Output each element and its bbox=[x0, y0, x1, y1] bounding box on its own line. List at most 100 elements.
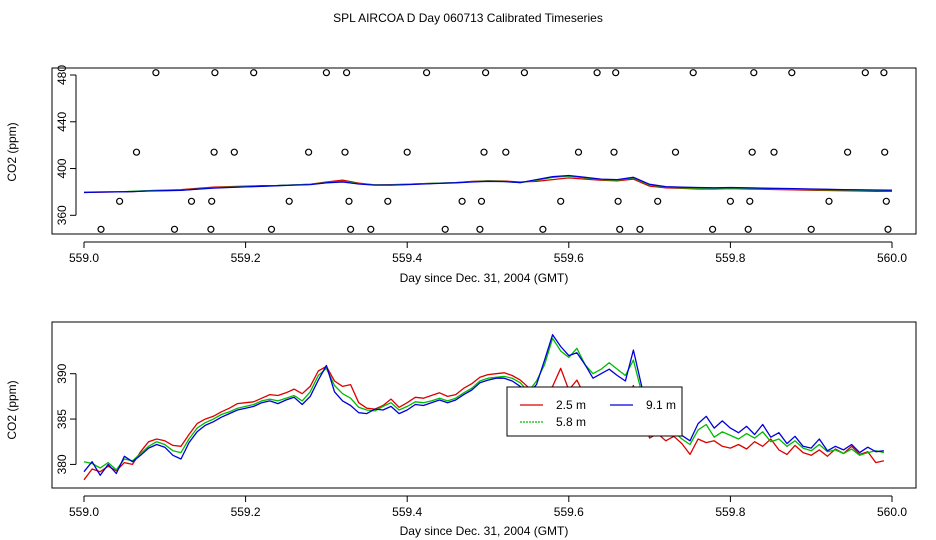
p1-data-point bbox=[750, 69, 758, 77]
bottom-x-axis: 559.0 559.2 559.4 559.6 559.8 560.0 bbox=[69, 495, 907, 519]
bottom-panel: 559.0 559.2 559.4 559.6 559.8 560.0 380 385 390… bbox=[5, 321, 917, 538]
p1-data-point bbox=[612, 69, 620, 77]
p1-data-point bbox=[341, 148, 349, 156]
p1-data-point bbox=[807, 225, 815, 233]
bottom-plot-frame bbox=[51, 321, 917, 489]
p1-y-tick-label: 400 bbox=[55, 158, 69, 178]
p1-data-point bbox=[285, 197, 293, 205]
p1-x-tick-label: 559.8 bbox=[715, 251, 745, 265]
p1-data-point bbox=[423, 69, 431, 77]
p1-data-point bbox=[343, 69, 351, 77]
p1-data-point bbox=[825, 197, 833, 205]
p1-data-point bbox=[861, 69, 869, 77]
p1-data-point bbox=[152, 69, 160, 77]
p1-data-point bbox=[843, 148, 852, 156]
p1-y-tick-label: 440 bbox=[55, 111, 69, 131]
p1-data-point bbox=[305, 148, 313, 156]
p1-data-point bbox=[744, 225, 752, 233]
p1-data-point bbox=[881, 148, 889, 156]
bottom-y-axis-label: CO2 (ppm) bbox=[5, 380, 19, 439]
top-x-axis: 559.0 559.2 559.4 559.6 559.8 560.0 bbox=[69, 241, 907, 265]
p2-y-tick-label: 390 bbox=[55, 363, 69, 383]
top-panel: 559.0 559.2 559.4 559.6 559.8 560.0 360 400 440… bbox=[5, 65, 917, 285]
p1-data-point bbox=[746, 197, 754, 205]
p1-data-point bbox=[170, 225, 179, 233]
top-y-axis: 360 400 440 480 bbox=[55, 65, 77, 225]
p1-y-tick-label: 360 bbox=[55, 205, 69, 225]
p1-data-point bbox=[477, 197, 486, 205]
p1-data-point bbox=[616, 225, 624, 233]
p1-data-point bbox=[367, 225, 375, 233]
p1-data-point bbox=[880, 69, 888, 77]
p1-data-point bbox=[689, 69, 697, 77]
p1-data-point bbox=[250, 69, 258, 77]
p1-x-tick-label: 559.4 bbox=[392, 251, 422, 265]
p1-data-point bbox=[230, 148, 238, 156]
p1-series-2-5m bbox=[83, 177, 892, 194]
p1-data-point bbox=[788, 69, 796, 77]
p1-x-tick-label: 559.0 bbox=[69, 251, 99, 265]
p1-data-point bbox=[115, 197, 124, 205]
p2-x-tick-label: 560.0 bbox=[877, 505, 907, 519]
p1-series-9-1m bbox=[83, 174, 893, 194]
p1-x-tick-label: 560.0 bbox=[877, 251, 907, 265]
p2-y-tick-label: 385 bbox=[55, 409, 69, 429]
p1-data-point bbox=[884, 225, 892, 233]
p1-data-point bbox=[132, 148, 141, 156]
legend-box bbox=[506, 386, 683, 437]
p1-data-point bbox=[539, 225, 547, 233]
p1-data-point bbox=[441, 225, 449, 233]
bottom-y-axis: 380 385 390 bbox=[55, 363, 77, 474]
legend: 2.5 m 9.1 m 5.8 m bbox=[506, 386, 683, 437]
p1-data-point bbox=[726, 197, 735, 205]
figure-title: SPL AIRCOA D Day 060713 Calibrated Times… bbox=[333, 11, 603, 25]
p1-data-point bbox=[502, 148, 510, 156]
p1-data-point bbox=[345, 197, 353, 205]
p1-data-point bbox=[708, 225, 717, 233]
p1-data-point bbox=[322, 69, 330, 77]
bottom-series-lines bbox=[83, 334, 885, 481]
legend-label-9-1m: 9.1 m bbox=[646, 398, 676, 412]
p1-data-point bbox=[187, 197, 196, 205]
p2-series-9-1m bbox=[83, 334, 884, 476]
p1-data-point bbox=[482, 69, 490, 77]
p2-x-tick-label: 559.0 bbox=[69, 505, 99, 519]
bottom-x-axis-label: Day since Dec. 31, 2004 (GMT) bbox=[400, 524, 569, 538]
p2-x-tick-label: 559.4 bbox=[392, 505, 422, 519]
legend-label-5-8m: 5.8 m bbox=[556, 415, 586, 429]
p2-series-5-8m bbox=[83, 337, 885, 471]
p2-x-tick-label: 559.2 bbox=[231, 505, 261, 519]
p1-data-point bbox=[403, 148, 411, 156]
p1-data-point bbox=[208, 197, 216, 205]
p1-data-point bbox=[610, 148, 618, 156]
p1-data-point bbox=[384, 197, 392, 205]
top-series-lines bbox=[83, 174, 893, 194]
p2-series-2-5m bbox=[83, 365, 885, 481]
p1-data-point bbox=[636, 225, 644, 233]
p1-data-point bbox=[458, 197, 466, 205]
p2-x-tick-label: 559.6 bbox=[554, 505, 584, 519]
p2-y-tick-label: 380 bbox=[55, 454, 69, 474]
p1-data-point bbox=[476, 225, 484, 233]
top-plot-frame bbox=[51, 67, 917, 235]
p1-data-point bbox=[882, 197, 890, 205]
p1-data-point bbox=[614, 197, 622, 205]
p1-data-point bbox=[207, 225, 215, 233]
p1-data-point bbox=[480, 148, 488, 156]
p1-x-tick-label: 559.6 bbox=[554, 251, 584, 265]
p1-y-tick-label: 480 bbox=[55, 65, 69, 85]
p1-data-point bbox=[347, 225, 355, 233]
p2-x-tick-label: 559.8 bbox=[715, 505, 745, 519]
p1-data-point bbox=[210, 148, 218, 156]
p1-data-point bbox=[654, 197, 662, 205]
top-scatter-points bbox=[97, 69, 892, 233]
p1-data-point bbox=[557, 197, 565, 205]
p1-data-point bbox=[211, 69, 219, 77]
p1-data-point bbox=[267, 225, 276, 233]
p1-data-point bbox=[593, 69, 601, 77]
p1-data-point bbox=[770, 148, 778, 156]
p1-data-point bbox=[520, 69, 529, 77]
p1-data-point bbox=[748, 148, 756, 156]
p1-data-point bbox=[671, 148, 680, 156]
